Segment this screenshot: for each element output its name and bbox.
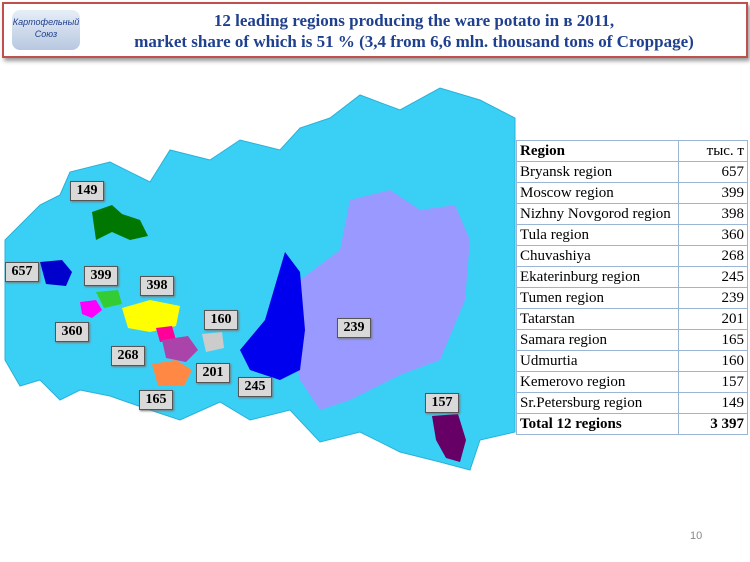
table-cell: Samara region <box>516 329 679 351</box>
table-cell: 399 <box>677 182 749 204</box>
map-label: 157 <box>425 393 459 413</box>
kemerovo-region <box>432 414 466 462</box>
spb-region <box>92 205 148 240</box>
tumen-region <box>285 190 470 410</box>
table-cell: Total 12 regions <box>516 413 679 435</box>
title-line: 12 leading regions producing the ware po… <box>213 11 615 30</box>
table-row: Sr.Petersburg region 149 <box>516 392 749 414</box>
map-label: 268 <box>111 346 145 366</box>
table-cell: Moscow region <box>516 182 679 204</box>
table-cell: Chuvashiya <box>516 245 679 267</box>
map-label: 149 <box>70 181 104 201</box>
table-cell: Tatarstan <box>516 308 679 330</box>
table-cell: Sr.Petersburg region <box>516 392 679 414</box>
title-line: market share of which is 51 % (3,4 from … <box>134 32 694 51</box>
table-body: Region тыс. т Bryansk region 657 Moscow reg… <box>516 140 749 435</box>
table-row: Moscow region 399 <box>516 182 749 204</box>
table-row: Tatarstan 201 <box>516 308 749 330</box>
table-cell: Tula region <box>516 224 679 246</box>
table-row: Udmurtia 160 <box>516 350 749 372</box>
ekaterinburg-region <box>240 252 305 380</box>
table-cell: Bryansk region <box>516 161 679 183</box>
table-cell: 165 <box>677 329 749 351</box>
table-cell: Ekaterinburg region <box>516 266 679 288</box>
table-cell: Kemerovo region <box>516 371 679 393</box>
total-row: Total 12 regions 3 397 <box>516 413 749 435</box>
map-label: 398 <box>140 276 174 296</box>
page-number: 10 <box>690 530 703 542</box>
map-label: 160 <box>204 310 238 330</box>
nizhny-region <box>122 300 180 332</box>
map-label: 657 <box>5 262 39 282</box>
table-cell: 201 <box>677 308 749 330</box>
table-row: Kemerovo region 157 <box>516 371 749 393</box>
table-row: Chuvashiya 268 <box>516 245 749 267</box>
chuvashiya-region <box>156 326 176 342</box>
table-cell: 268 <box>677 245 749 267</box>
table-header: Region тыс. т <box>516 140 749 162</box>
map-label: 245 <box>238 377 272 397</box>
table-cell: 398 <box>677 203 749 225</box>
map-label: 201 <box>196 363 230 383</box>
map-label: 399 <box>84 266 118 286</box>
header-cell: тыс. т <box>677 140 749 162</box>
header-cell: Region <box>516 140 679 162</box>
logo: Картофельный Союз <box>12 10 80 50</box>
table-row: Tula region 360 <box>516 224 749 246</box>
table-row: Bryansk region 657 <box>516 161 749 183</box>
table-cell: Tumen region <box>516 287 679 309</box>
table-row: Nizhny Novgorod region 398 <box>516 203 749 225</box>
table-row: Tumen region 239 <box>516 287 749 309</box>
table-cell: 239 <box>677 287 749 309</box>
map-label: 165 <box>139 390 173 410</box>
table-cell: 657 <box>677 161 749 183</box>
title: 12 leading regions producing the ware po… <box>84 10 744 52</box>
table-row: Ekaterinburg region 245 <box>516 266 749 288</box>
bryansk-region <box>40 260 72 286</box>
table-cell: 3 397 <box>677 413 749 435</box>
title-bar: Картофельный Союз 12 leading regions prod… <box>2 2 748 58</box>
moscow-region <box>80 300 102 318</box>
udmurtia-region <box>202 332 224 352</box>
table-cell: 245 <box>677 266 749 288</box>
logo-text: Картофельный <box>12 17 80 27</box>
tatarstan-region <box>162 336 198 362</box>
table-cell: 149 <box>677 392 749 414</box>
table-cell: 157 <box>677 371 749 393</box>
logo-text: Союз <box>34 29 58 39</box>
map-label: 239 <box>337 318 371 338</box>
table-row: Samara region 165 <box>516 329 749 351</box>
green-region <box>96 290 122 308</box>
samara-region <box>152 360 192 386</box>
table-cell: Udmurtia <box>516 350 679 372</box>
table-cell: 360 <box>677 224 749 246</box>
map-label: 360 <box>55 322 89 342</box>
table-cell: 160 <box>677 350 749 372</box>
table-cell: Nizhny Novgorod region <box>516 203 679 225</box>
region-table: Region тыс. т Bryansk region 657 Moscow reg… <box>516 140 749 435</box>
